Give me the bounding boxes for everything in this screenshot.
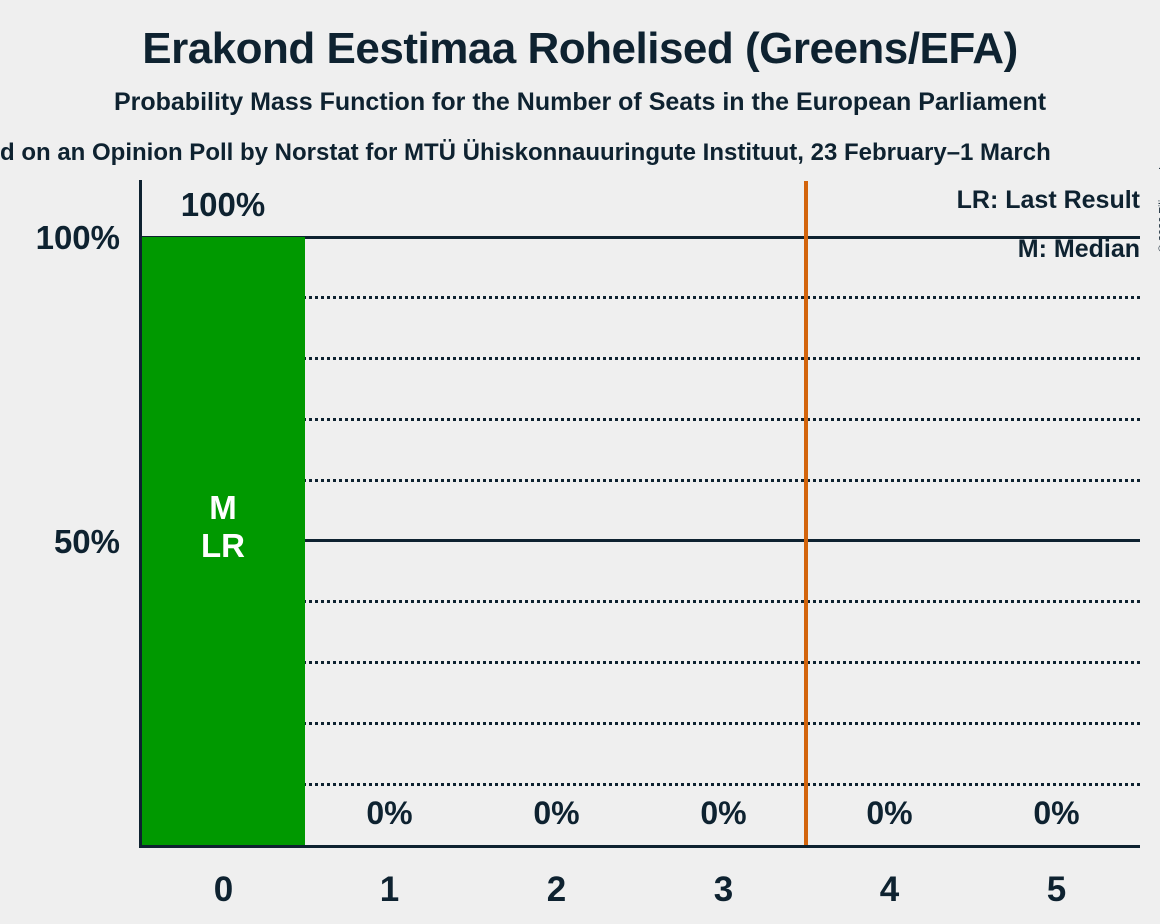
bar-seats-2-value-label: 0% bbox=[533, 795, 580, 831]
gridline-80pct bbox=[141, 357, 1140, 360]
x-tick-3: 3 bbox=[713, 870, 734, 909]
bar-seats-0-annotations: M LR bbox=[141, 489, 305, 565]
bar-seats-1-value-label: 0% bbox=[366, 795, 413, 831]
gridline-40pct bbox=[141, 600, 1140, 603]
gridline-60pct bbox=[141, 479, 1140, 482]
source-line: d on an Opinion Poll by Norstat for MTÜ … bbox=[0, 139, 1051, 166]
legend-median: M: Median bbox=[1017, 235, 1140, 263]
gridline-30pct bbox=[141, 661, 1140, 664]
bar-seats-0-value-label: 100% bbox=[180, 186, 266, 223]
legend-last-result: LR: Last Result bbox=[956, 186, 1140, 214]
x-tick-2: 2 bbox=[546, 870, 567, 909]
last-result-marker: LR bbox=[201, 527, 245, 564]
bar-seats-0 bbox=[141, 237, 305, 845]
bar-seats-3-value-label: 0% bbox=[700, 795, 747, 831]
bar-seats-4-value-label: 0% bbox=[866, 795, 913, 831]
chart-subtitle: Probability Mass Function for the Number… bbox=[113, 88, 1047, 116]
bar-seats-5-value-label: 0% bbox=[1033, 795, 1080, 831]
y-tick-50: 50% bbox=[53, 523, 120, 560]
gridline-20pct bbox=[141, 722, 1140, 725]
x-tick-0: 0 bbox=[213, 870, 234, 909]
median-marker: M bbox=[209, 489, 237, 526]
y-axis bbox=[139, 180, 142, 848]
x-tick-4: 4 bbox=[879, 870, 900, 909]
chart-title: Erakond Eestimaa Rohelised (Greens/EFA) bbox=[142, 24, 1018, 73]
x-axis bbox=[139, 845, 1140, 848]
majority-threshold-line bbox=[804, 181, 808, 846]
gridline-70pct bbox=[141, 418, 1140, 421]
gridline-10pct bbox=[141, 783, 1140, 786]
x-tick-1: 1 bbox=[379, 870, 400, 909]
x-tick-5: 5 bbox=[1046, 870, 1067, 909]
gridline-100pct bbox=[141, 236, 1140, 239]
gridline-90pct bbox=[141, 296, 1140, 299]
gridline-50pct bbox=[141, 539, 1140, 542]
y-tick-100: 100% bbox=[35, 219, 120, 256]
